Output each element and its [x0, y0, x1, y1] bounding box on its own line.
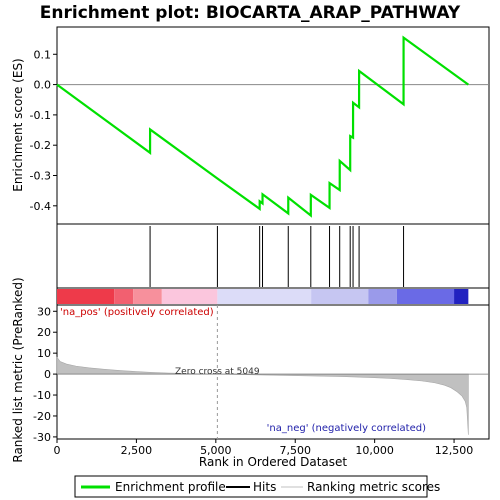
metric-y-tick-label: 10 [37, 347, 51, 360]
hits-group [149, 226, 405, 287]
metric-y-tick-label: 0 [44, 368, 51, 381]
x-tick-label: 5,000 [200, 444, 232, 457]
es-series-group [56, 35, 469, 218]
metric-y-axis: 30 20 10 0 -10 -20 -30 [33, 305, 57, 444]
colorbar-segment [217, 289, 312, 304]
neg-correlated-label: 'na_neg' (negatively correlated) [267, 423, 426, 434]
metric-y-tick-label: -20 [33, 410, 51, 423]
es-y-tick-label: -0.2 [30, 139, 51, 152]
es-y-tick-label: -0.4 [30, 200, 51, 213]
pos-correlated-label: 'na_pos' (positively correlated) [60, 307, 214, 318]
metric-y-tick-label: -10 [33, 389, 51, 402]
legend-box [74, 475, 428, 498]
zero-cross-label: Zero cross at 5049 [175, 367, 260, 377]
chart-title: Enrichment plot: BIOCARTA_ARAP_PATHWAY [40, 3, 461, 23]
colorbar-segment [396, 289, 455, 304]
x-tick-label: 2,500 [121, 444, 153, 457]
legend-label-enrichment-profile: Enrichment profile [115, 480, 226, 494]
colorbar-segment [114, 289, 134, 304]
es-panel-frame [56, 26, 490, 225]
x-axis-label: Rank in Ordered Dataset [199, 455, 347, 469]
legend: Enrichment profile Hits Ranking metric s… [74, 475, 440, 498]
es-y-tick-label: -0.1 [30, 109, 51, 122]
x-tick-label: 7,500 [279, 444, 311, 457]
es-y-tick-label: -0.3 [30, 170, 51, 183]
colorbar-segment [133, 289, 162, 304]
metric-y-tick-label: 30 [37, 305, 51, 318]
metric-y-axis-label: Ranked list metric (PreRanked) [11, 277, 25, 462]
metric-y-tick-label: 20 [37, 326, 51, 339]
hits-panel-frame [56, 223, 490, 289]
colorbar-segment [57, 289, 115, 304]
colorbar-segment [454, 289, 469, 304]
enrichment-profile-line [56, 35, 469, 218]
es-y-tick-label: 0.1 [34, 48, 52, 61]
x-axis: 0 2,500 5,000 7,500 10,000 12,500 [54, 439, 474, 457]
legend-label-hits: Hits [253, 480, 276, 494]
metric-group [56, 305, 489, 439]
colorbar-segment [368, 289, 397, 304]
colorbar-segment [161, 289, 218, 304]
colorbar-group [57, 289, 469, 304]
x-tick-label: 10,000 [355, 444, 394, 457]
x-tick-label: 12,500 [435, 444, 474, 457]
x-tick-label: 0 [54, 444, 61, 457]
metric-y-tick-label: -30 [33, 431, 51, 444]
colorbar-segment [311, 289, 369, 304]
es-y-axis: 0.1 0.0 -0.1 -0.2 -0.3 -0.4 [30, 48, 57, 213]
ranking-metric-area [56, 356, 469, 435]
legend-label-ranking-metric-scores: Ranking metric scores [307, 480, 440, 494]
es-y-axis-label: Enrichment score (ES) [11, 58, 25, 191]
es-y-tick-label: 0.0 [34, 79, 52, 92]
